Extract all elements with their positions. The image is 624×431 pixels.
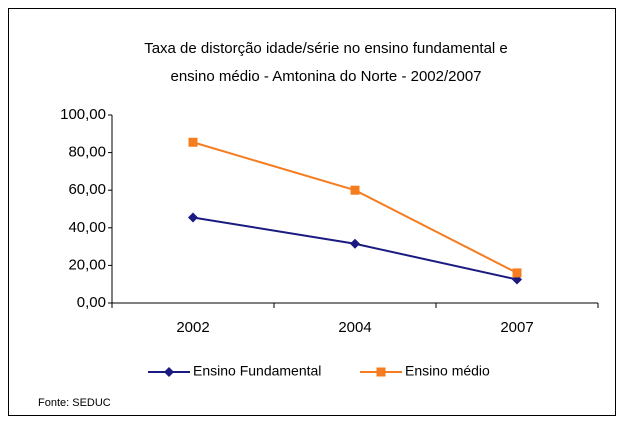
marker (376, 367, 386, 377)
y-tick-label: 80,00 (68, 144, 106, 161)
legend-label: Ensino médio (405, 363, 490, 379)
marker (188, 137, 198, 147)
marker (512, 268, 522, 278)
y-tick-label: 40,00 (68, 219, 106, 236)
y-tick-label: 60,00 (68, 181, 106, 198)
chart-border (8, 8, 616, 416)
x-tick-label: 2007 (500, 319, 533, 336)
y-tick-label: 20,00 (68, 256, 106, 273)
marker (188, 212, 198, 223)
marker (350, 238, 360, 249)
legend-label: Ensino Fundamental (193, 363, 321, 379)
x-tick-label: 2002 (176, 319, 209, 336)
marker (350, 185, 360, 195)
x-tick-label: 2004 (338, 319, 371, 336)
source-note: Fonte: SEDUC (38, 397, 111, 409)
chart-title: Taxa de distorção idade/série no ensino … (144, 40, 508, 57)
y-tick-label: 100,00 (60, 106, 106, 123)
marker (164, 367, 174, 377)
chart-title: ensino médio - Amtonina do Norte - 2002/… (170, 68, 481, 85)
y-tick-label: 0,00 (77, 294, 106, 311)
